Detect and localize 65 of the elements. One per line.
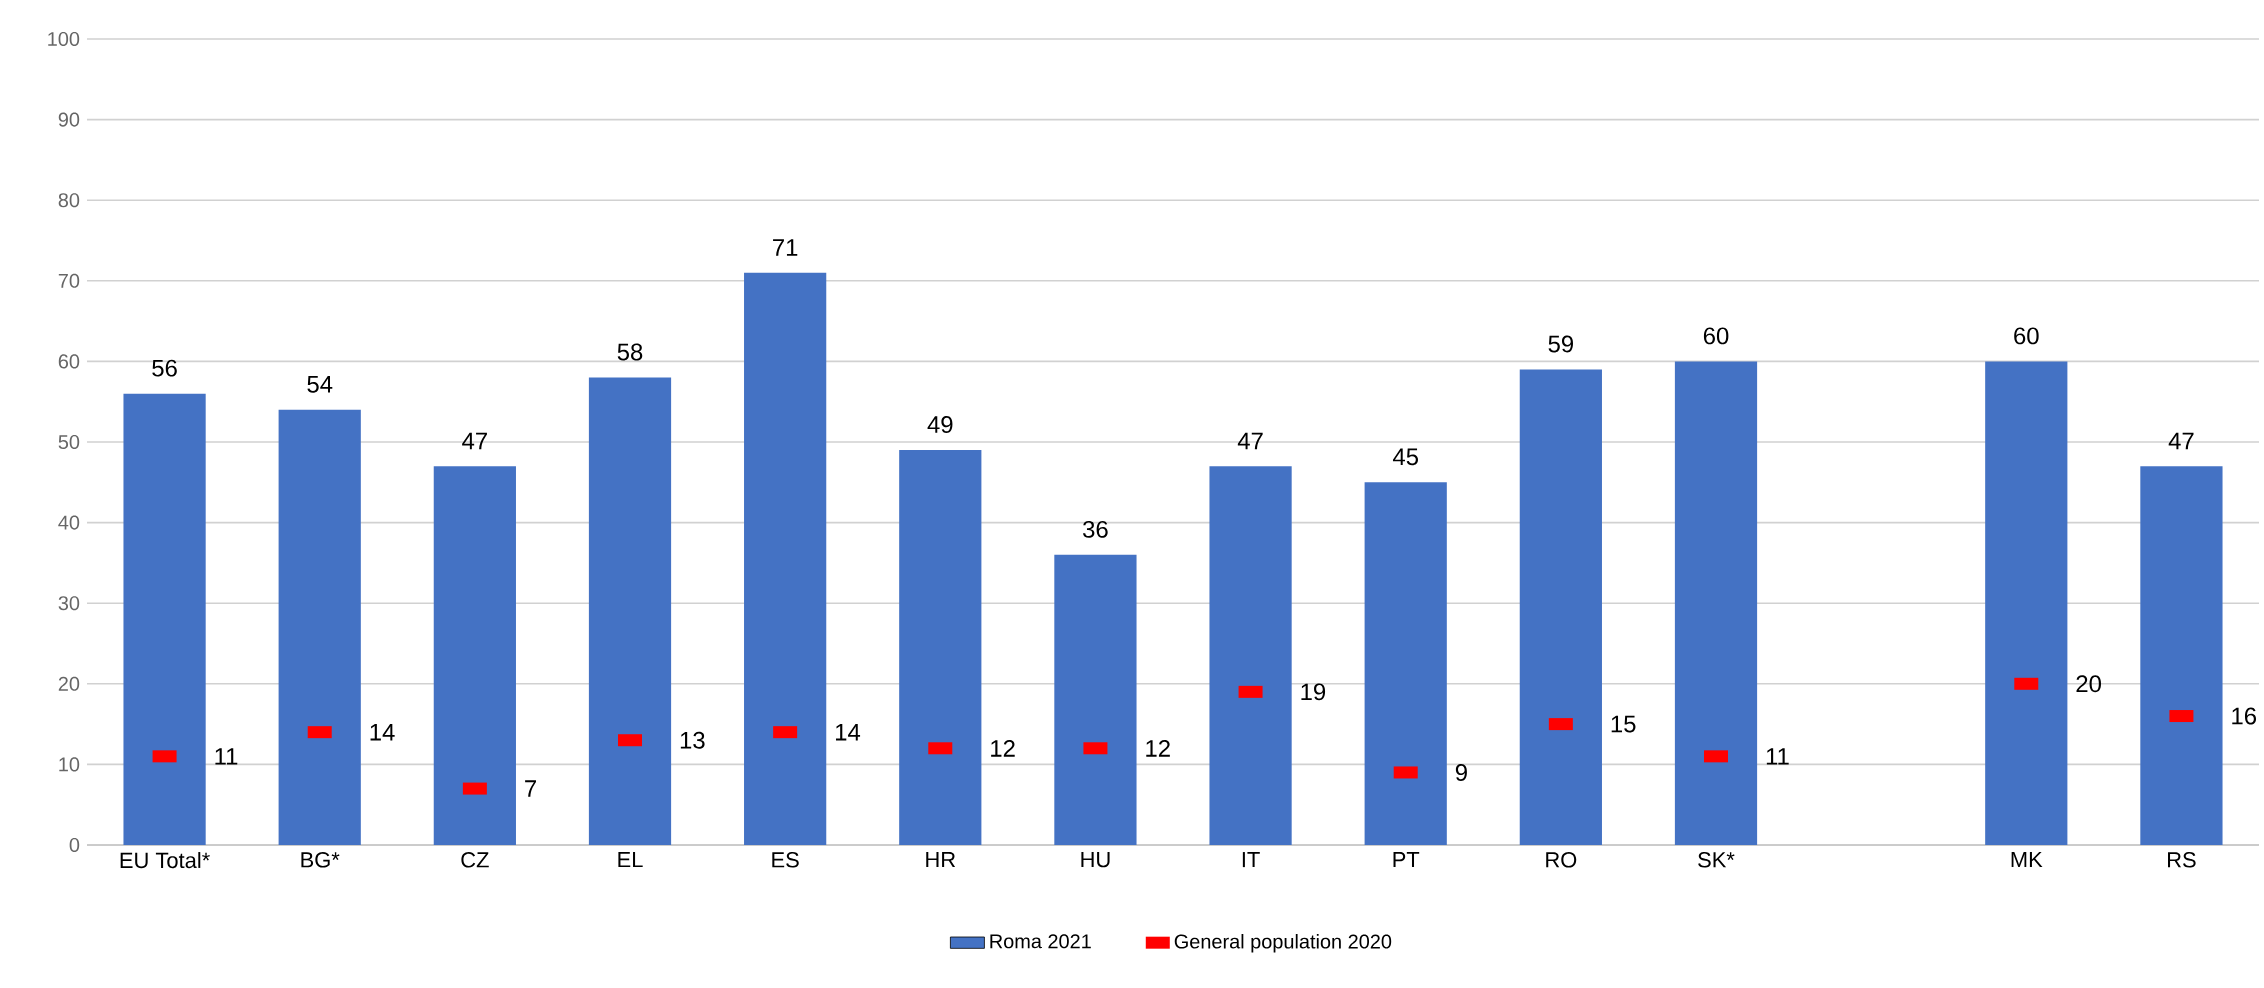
x-tick-label: HR	[926, 852, 956, 868]
y-tick-label: 30	[58, 596, 80, 611]
data-label: 49	[927, 416, 953, 433]
x-tick-label: SK*	[1698, 852, 1735, 868]
bar	[1209, 466, 1292, 845]
x-tick-label: EU Total*	[120, 852, 210, 869]
data-label: 54	[307, 376, 333, 393]
data-label: 16	[2232, 707, 2257, 725]
data-label: 47	[1237, 432, 1263, 450]
data-label: 45	[1392, 448, 1418, 466]
y-tick-label: 60	[58, 354, 80, 369]
x-tick-label: CZ	[461, 852, 489, 868]
y-tick-label: 50	[58, 434, 80, 450]
bar	[1519, 369, 1602, 845]
data-label: 58	[617, 343, 643, 361]
legend-label: Roma 2021	[990, 934, 1091, 949]
x-tick-label: RO	[1546, 852, 1577, 868]
x-tick-label: IT	[1242, 852, 1260, 868]
data-label: 7	[525, 780, 536, 797]
data-label: 60	[2014, 327, 2039, 345]
y-tick-label: 80	[58, 193, 80, 208]
bar	[2140, 466, 2223, 845]
data-label: 11	[215, 748, 238, 765]
data-label: 14	[835, 723, 861, 741]
data-label: 11	[1766, 748, 1789, 765]
data-label: 47	[2168, 432, 2194, 450]
x-tick-label: PT	[1393, 852, 1420, 868]
bar	[278, 409, 361, 845]
y-tick-label: 70	[58, 273, 80, 288]
bar	[899, 450, 982, 845]
bar	[1674, 361, 1758, 845]
y-tick-label: 40	[58, 515, 80, 530]
data-label: 56	[152, 359, 177, 377]
data-label: 12	[1146, 739, 1170, 757]
y-tick-label: 0	[69, 837, 80, 853]
x-tick-label: ES	[772, 852, 799, 868]
x-tick-label: BG*	[301, 852, 340, 868]
bar	[1054, 554, 1137, 845]
data-label: 47	[462, 432, 487, 450]
data-label: 20	[2076, 675, 2101, 693]
bar	[588, 377, 672, 845]
data-label: 59	[1548, 335, 1574, 353]
x-tick-label: MK	[2011, 852, 2043, 868]
bar	[433, 466, 516, 845]
data-label: 14	[370, 723, 395, 741]
bar	[123, 393, 206, 845]
x-tick-label: HU	[1081, 852, 1110, 868]
data-label: 9	[1455, 764, 1467, 781]
data-label: 13	[680, 731, 705, 749]
bar	[744, 272, 827, 845]
data-label: 12	[991, 739, 1015, 757]
y-tick-label: 90	[58, 112, 80, 127]
bar	[1985, 361, 2068, 845]
data-label: 71	[773, 239, 798, 256]
x-tick-label: EL	[618, 852, 643, 868]
y-tick-label: 100	[48, 31, 80, 47]
data-label: 36	[1083, 520, 1108, 538]
legend-label: General population 2020	[1174, 933, 1392, 953]
data-label: 19	[1301, 683, 1326, 701]
y-tick-label: 20	[58, 676, 80, 691]
y-tick-label: 10	[59, 757, 80, 772]
x-tick-label: RS	[2168, 852, 2196, 868]
data-label: 15	[1611, 715, 1636, 733]
data-label: 60	[1703, 327, 1729, 345]
bar	[1364, 482, 1447, 845]
